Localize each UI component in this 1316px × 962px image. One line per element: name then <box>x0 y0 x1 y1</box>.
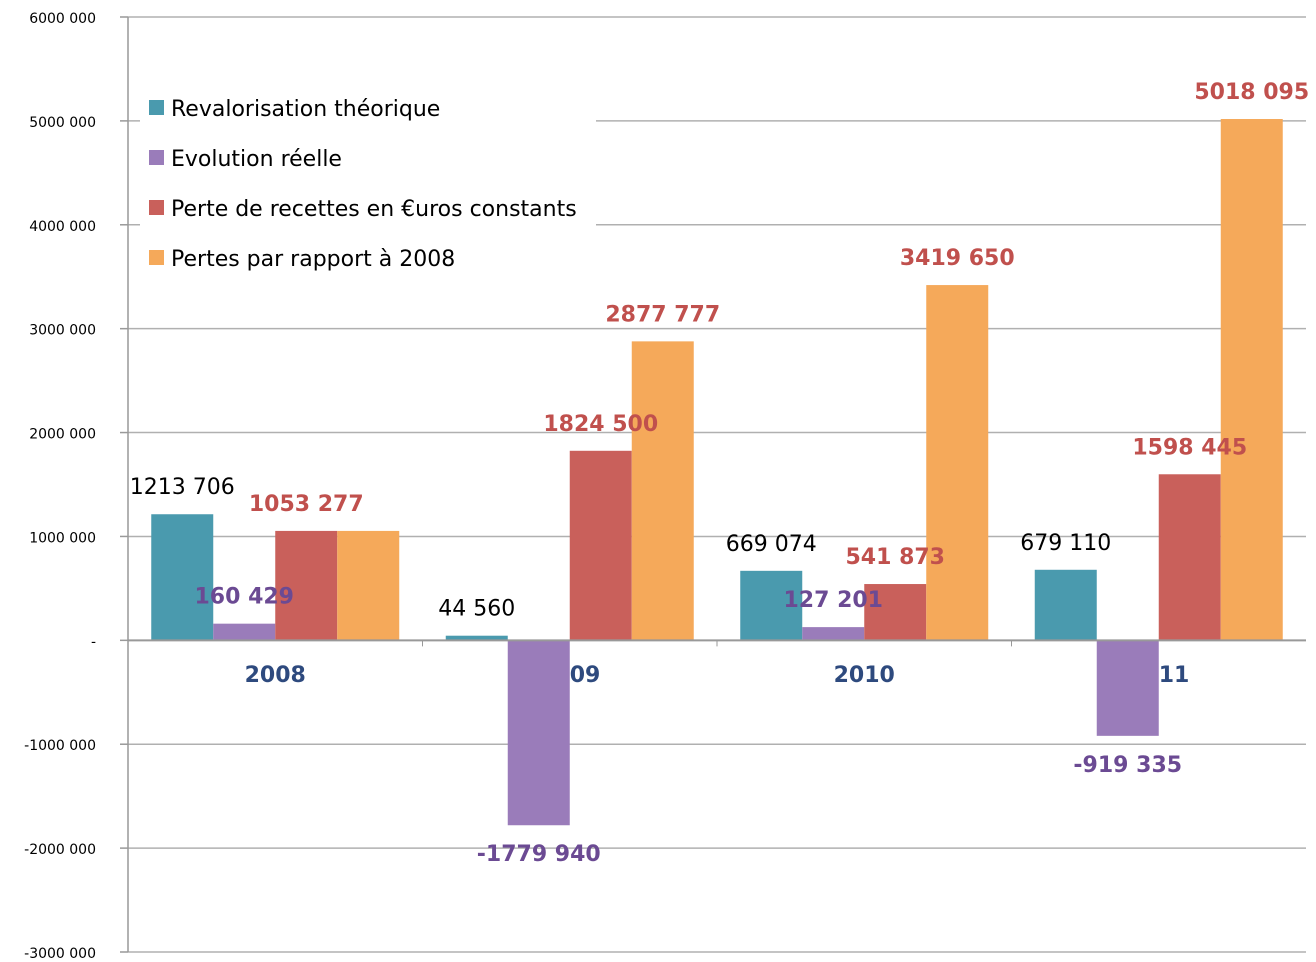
y-tick-label: 2000 000 <box>29 427 96 443</box>
legend-swatch <box>149 250 164 265</box>
y-tick-label: -3000 000 <box>24 946 96 962</box>
x-tick-label: 2010 <box>834 663 895 688</box>
value-label: 541 873 <box>845 545 945 570</box>
value-label: 679 110 <box>1020 531 1111 556</box>
value-label: 1598 445 <box>1132 435 1247 460</box>
y-tick-label: -1000 000 <box>24 738 96 754</box>
value-label: 127 201 <box>783 588 883 613</box>
legend-label: Pertes par rapport à 2008 <box>171 247 455 272</box>
y-tick-label: 6000 000 <box>29 11 96 27</box>
bar <box>1096 640 1159 736</box>
bar <box>1220 119 1283 641</box>
y-tick-label: - <box>91 634 96 650</box>
legend-swatch <box>149 200 164 215</box>
x-tick-label: 2008 <box>245 663 306 688</box>
bar <box>275 530 338 641</box>
bar <box>151 514 214 641</box>
bar <box>569 450 632 641</box>
value-label: 1053 277 <box>249 492 364 517</box>
legend-swatch <box>149 100 164 115</box>
bar <box>864 584 927 641</box>
y-tick-label: 3000 000 <box>29 323 96 339</box>
value-label: -919 335 <box>1073 753 1182 778</box>
value-label: 669 074 <box>726 532 817 557</box>
bar <box>802 627 865 641</box>
value-label: 160 429 <box>194 585 294 610</box>
bar <box>740 570 803 641</box>
y-tick-label: -2000 000 <box>24 842 96 858</box>
legend: Revalorisation théorique Evolution réelle… <box>140 84 596 284</box>
value-label: 1824 500 <box>543 412 658 437</box>
value-label: 1213 706 <box>130 475 235 500</box>
legend-box <box>140 84 596 284</box>
value-label: -1779 940 <box>477 842 601 867</box>
value-label: 5018 095 <box>1194 80 1309 105</box>
value-label: 3419 650 <box>900 246 1015 271</box>
legend-label: Revalorisation théorique <box>171 97 440 122</box>
y-tick-label: 4000 000 <box>29 219 96 235</box>
legend-swatch <box>149 150 164 165</box>
y-tick-label: 1000 000 <box>29 530 96 546</box>
bar <box>213 623 276 641</box>
y-tick-label: 5000 000 <box>29 115 96 131</box>
bar <box>631 341 694 641</box>
bar <box>926 285 989 641</box>
bar <box>1158 474 1221 641</box>
bar <box>445 635 508 641</box>
bar <box>1034 569 1097 641</box>
legend-label: Evolution réelle <box>171 147 342 172</box>
value-label: 44 560 <box>438 597 515 622</box>
bar <box>337 530 400 641</box>
bar <box>507 640 570 826</box>
value-label: 2877 777 <box>605 302 720 327</box>
legend-label: Perte de recettes en €uros constants <box>171 197 577 222</box>
